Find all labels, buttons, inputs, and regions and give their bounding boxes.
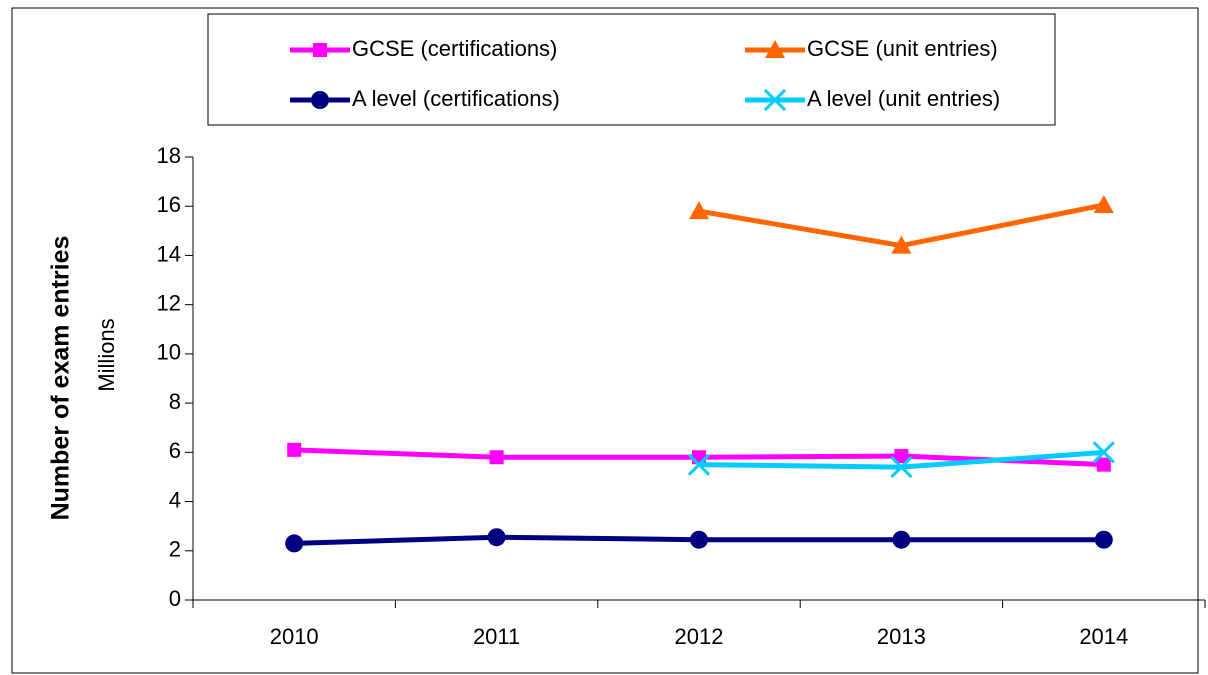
- legend-box: [207, 13, 1056, 126]
- y-tick-label: 12: [157, 290, 181, 315]
- x-tick-label: 2013: [877, 624, 926, 649]
- x-tick-label: 2011: [473, 624, 520, 649]
- y-tick-label: 8: [169, 389, 181, 414]
- marker: [687, 453, 711, 476]
- marker: [894, 449, 909, 464]
- y-tick-label: 4: [169, 487, 181, 512]
- y-tick-label: 18: [157, 143, 181, 168]
- y-tick-label: 14: [157, 241, 181, 266]
- marker: [1093, 194, 1114, 213]
- legend-label: A level (certifications): [352, 86, 560, 111]
- legend-label: GCSE (certifications): [352, 36, 557, 61]
- marker: [891, 235, 912, 254]
- y-axis-title: Number of exam entries: [47, 236, 75, 521]
- legend-label: GCSE (unit entries): [807, 36, 998, 61]
- y-axis-unit: Millions: [94, 318, 119, 391]
- marker: [489, 450, 504, 465]
- marker: [765, 40, 785, 58]
- marker: [890, 456, 913, 479]
- y-tick-label: 10: [157, 340, 181, 365]
- marker: [311, 91, 329, 109]
- y-tick-label: 0: [169, 586, 181, 611]
- y-tick-label: 2: [169, 537, 181, 562]
- marker: [287, 442, 302, 457]
- marker: [1094, 530, 1113, 549]
- marker: [1096, 457, 1111, 472]
- chart-border: [11, 7, 1199, 674]
- x-tick-label: 2014: [1079, 624, 1128, 649]
- marker: [892, 530, 911, 549]
- marker: [487, 528, 506, 547]
- legend-label: A level (unit entries): [807, 86, 1000, 111]
- x-tick-label: 2010: [270, 624, 319, 649]
- x-tick-label: 2012: [675, 624, 724, 649]
- marker: [690, 530, 708, 549]
- y-tick-label: 16: [157, 192, 181, 217]
- marker: [689, 201, 709, 220]
- marker: [1092, 441, 1115, 464]
- marker: [763, 88, 787, 112]
- y-tick-label: 6: [169, 438, 181, 463]
- marker: [692, 450, 706, 465]
- marker: [313, 43, 327, 57]
- marker: [285, 534, 304, 553]
